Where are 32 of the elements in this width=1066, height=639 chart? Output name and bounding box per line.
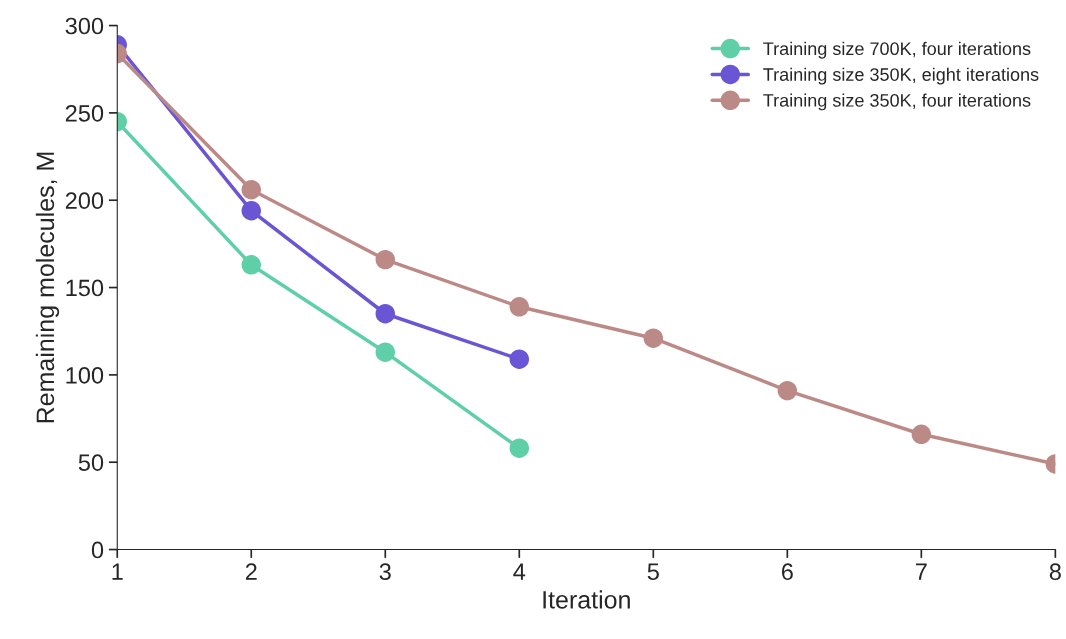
y-tick-label: 250 [65, 104, 104, 122]
point [509, 349, 530, 369]
x-axis-title: Iteration [543, 590, 630, 609]
x-tick-label: 8 [1049, 563, 1061, 581]
point [643, 328, 664, 348]
point [375, 342, 396, 362]
x-tick-label: 3 [379, 563, 391, 581]
point [375, 249, 396, 270]
x-tick-label: 4 [513, 563, 526, 580]
x-tick-label: 2 [245, 563, 257, 580]
x-tick-label: 5 [647, 563, 659, 581]
point [241, 200, 261, 221]
point [509, 297, 530, 317]
point [375, 304, 396, 324]
x-tick-label: 1 [112, 563, 123, 580]
x-tick-label: 6 [781, 563, 793, 581]
point [777, 380, 798, 401]
y-tick-label: 50 [78, 454, 104, 471]
point [241, 255, 261, 275]
point [509, 438, 530, 458]
y-tick-label: 0 [91, 541, 104, 559]
y-tick-label: 100 [66, 366, 104, 384]
legend-label: Training size 700K, four iterations [763, 41, 1031, 59]
x-tick-label: 7 [915, 563, 927, 580]
legend-label: Training size 350K, eight iterations [763, 67, 1039, 85]
y-tick-label: 200 [65, 192, 104, 210]
point [911, 424, 932, 444]
y-axis-title: Remaining molecules, M [35, 152, 60, 423]
y-tick-label: 300 [65, 17, 104, 35]
point [241, 180, 261, 200]
legend-label: Training size 350K, four iterations [763, 93, 1031, 111]
y-tick-label: 150 [66, 279, 104, 297]
